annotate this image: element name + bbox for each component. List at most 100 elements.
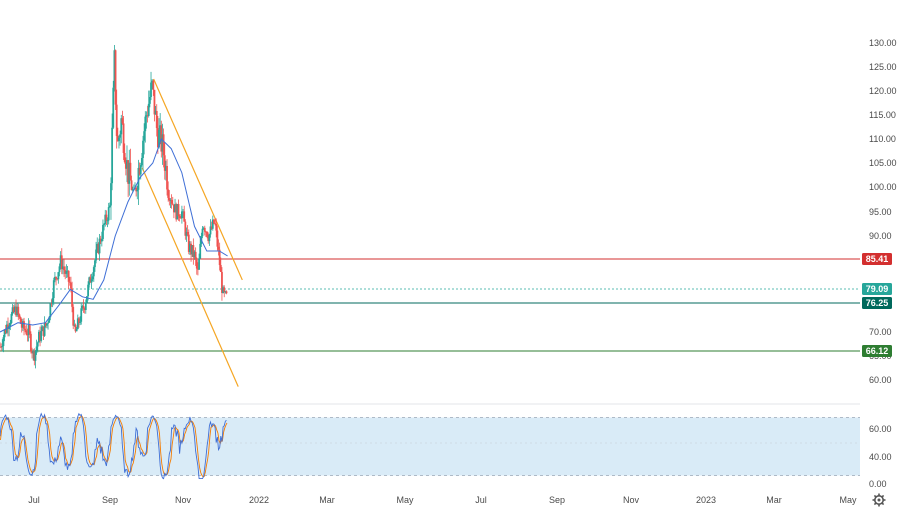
candle-body (44, 322, 47, 326)
candle (151, 79, 154, 90)
candle (103, 223, 106, 231)
candle-body (15, 306, 17, 316)
moving-average-line (0, 138, 228, 333)
candle-body (100, 238, 103, 242)
candle (79, 316, 81, 326)
candle (78, 317, 80, 328)
candle-body (70, 282, 72, 289)
candle-body (79, 321, 81, 323)
candle-body (185, 231, 188, 236)
candle-body (153, 89, 156, 115)
candle (98, 234, 101, 261)
price-tag-66.12: 66.12 (862, 345, 892, 357)
candle-body (54, 276, 56, 281)
candle-body (145, 115, 148, 117)
candle-body (24, 328, 27, 331)
candle (224, 290, 227, 294)
candle (1, 339, 4, 352)
candle-body (137, 167, 140, 190)
candle (210, 221, 213, 230)
candle (50, 299, 53, 307)
candle-body (216, 230, 219, 247)
price-tag-label: 76.25 (866, 298, 889, 308)
candle (138, 162, 141, 176)
candle-body (82, 305, 85, 309)
candle-body (99, 238, 102, 242)
candle (114, 49, 117, 111)
candle (121, 110, 124, 125)
candle-body (178, 216, 181, 218)
candle (55, 276, 57, 286)
candle (62, 259, 64, 275)
candle-body (136, 189, 139, 192)
candle-body (177, 204, 180, 217)
candle-body (192, 245, 195, 258)
candle (91, 272, 94, 282)
price-tick-label: 90.00 (869, 231, 892, 241)
candle (162, 128, 165, 168)
candle (171, 196, 174, 206)
candle (197, 262, 199, 276)
candle (83, 307, 86, 314)
candle-body (63, 266, 65, 271)
candle (0, 343, 3, 352)
price-tag-bg (862, 345, 892, 357)
candle (222, 285, 224, 294)
candle-body (95, 249, 98, 261)
candle (25, 324, 28, 336)
candle (128, 149, 131, 196)
candle-body (7, 324, 9, 329)
candle-body (26, 334, 29, 336)
candle-body (94, 260, 96, 268)
candle-body (12, 307, 15, 312)
candle-body (119, 134, 122, 138)
candle (18, 313, 21, 319)
candle (81, 304, 84, 311)
candle-body (107, 207, 110, 221)
candle-body (203, 227, 206, 232)
candle (40, 324, 43, 343)
candle (190, 241, 192, 262)
candle (193, 250, 196, 260)
candle-body (219, 265, 222, 272)
candle (150, 71, 152, 101)
price-tag-bg (862, 283, 892, 295)
candle-body (29, 333, 32, 351)
candle (146, 105, 149, 123)
candle (3, 329, 6, 342)
candle (183, 205, 186, 222)
candle (88, 276, 91, 288)
candle-body (103, 224, 106, 225)
candle-body (209, 226, 212, 235)
candle-body (40, 330, 43, 341)
candle-body (10, 313, 13, 324)
candle (59, 251, 62, 270)
candle (161, 123, 164, 165)
oscillator-tick-label: 60.00 (869, 424, 892, 434)
gear-icon[interactable] (872, 493, 886, 507)
candle-body (46, 323, 48, 326)
candle-body (162, 134, 165, 156)
candle-body (118, 137, 120, 142)
candle (176, 203, 179, 220)
candle-body (76, 318, 79, 330)
candle (216, 225, 219, 252)
candle-body (58, 266, 61, 273)
oscillator-k-line (0, 412, 227, 480)
candle-body (87, 284, 89, 297)
candle-body (155, 110, 158, 129)
candle (105, 210, 108, 226)
candle-body (49, 303, 52, 318)
candle-body (224, 291, 227, 293)
candle (154, 106, 157, 115)
price-tag-85.41: 85.41 (862, 253, 892, 265)
candle (35, 339, 38, 355)
candle (202, 226, 205, 230)
candle (90, 273, 93, 290)
candle-body (43, 322, 46, 336)
candle-body (176, 204, 179, 220)
candle (74, 323, 77, 333)
candle (124, 157, 127, 176)
candle-body (35, 346, 38, 351)
candle (152, 79, 155, 96)
